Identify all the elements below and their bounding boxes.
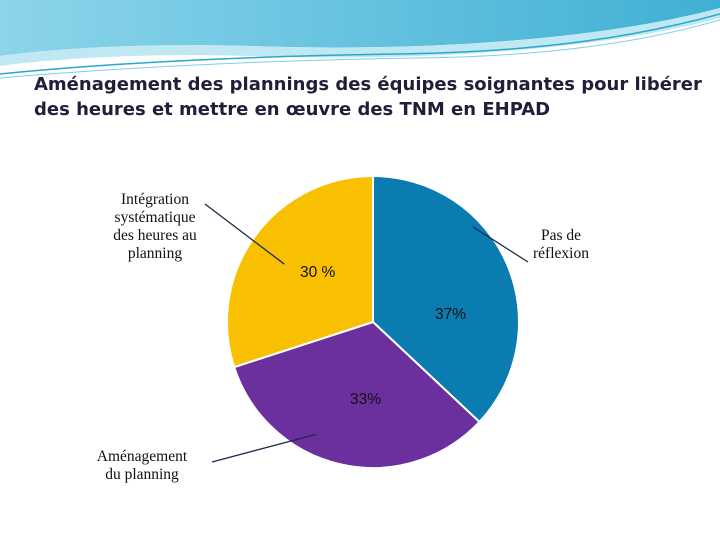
pie-slice-integration-systematique — [226, 174, 374, 369]
header-wave-fill — [0, 0, 720, 56]
slice-label-line: des heures au — [113, 227, 197, 244]
slice-label-line: Aménagement — [96, 448, 188, 465]
pie-slice-pas-de-reflexion — [372, 174, 520, 424]
pie-leader-lines — [204, 203, 529, 463]
slice-label-line: Pas de — [540, 227, 582, 244]
data-label-pas-de-reflexion: 37% — [435, 306, 467, 323]
data-label-integration-systematique: 30 % — [300, 264, 336, 281]
leader-line-pas-de-reflexion — [472, 226, 529, 263]
leader-line-amenagement-du-planning — [211, 433, 317, 463]
pie-slice-amenagement-du-planning — [232, 320, 481, 469]
slice-label-amenagement-du-planning: Aménagement du planning — [72, 448, 212, 484]
slice-label-integration-systematique: Intégration systématique des heures au p… — [85, 191, 225, 263]
slice-label-pas-de-reflexion: Pas de réflexion — [505, 227, 617, 263]
data-label-amenagement-du-planning: 33% — [350, 391, 382, 408]
header-wave-decoration — [0, 0, 720, 79]
slice-label-line: réflexion — [533, 245, 589, 262]
slide-title-line-2: des heures et mettre en œuvre des TNM en… — [34, 99, 551, 120]
slide-title: Aménagement des plannings des équipes so… — [34, 72, 704, 122]
slide-title-line-1: Aménagement des plannings des équipes so… — [34, 74, 702, 95]
header-wave-line-2 — [0, 19, 720, 79]
slice-label-line: du planning — [105, 466, 179, 483]
pie-slices — [226, 174, 520, 469]
slice-label-line: systématique — [114, 209, 196, 226]
slice-label-line: Intégration — [120, 191, 189, 208]
leader-line-integration-systematique — [204, 203, 285, 265]
slice-label-line: planning — [127, 245, 183, 262]
header-wave-line — [0, 13, 720, 75]
header-wave-light — [0, 8, 720, 66]
